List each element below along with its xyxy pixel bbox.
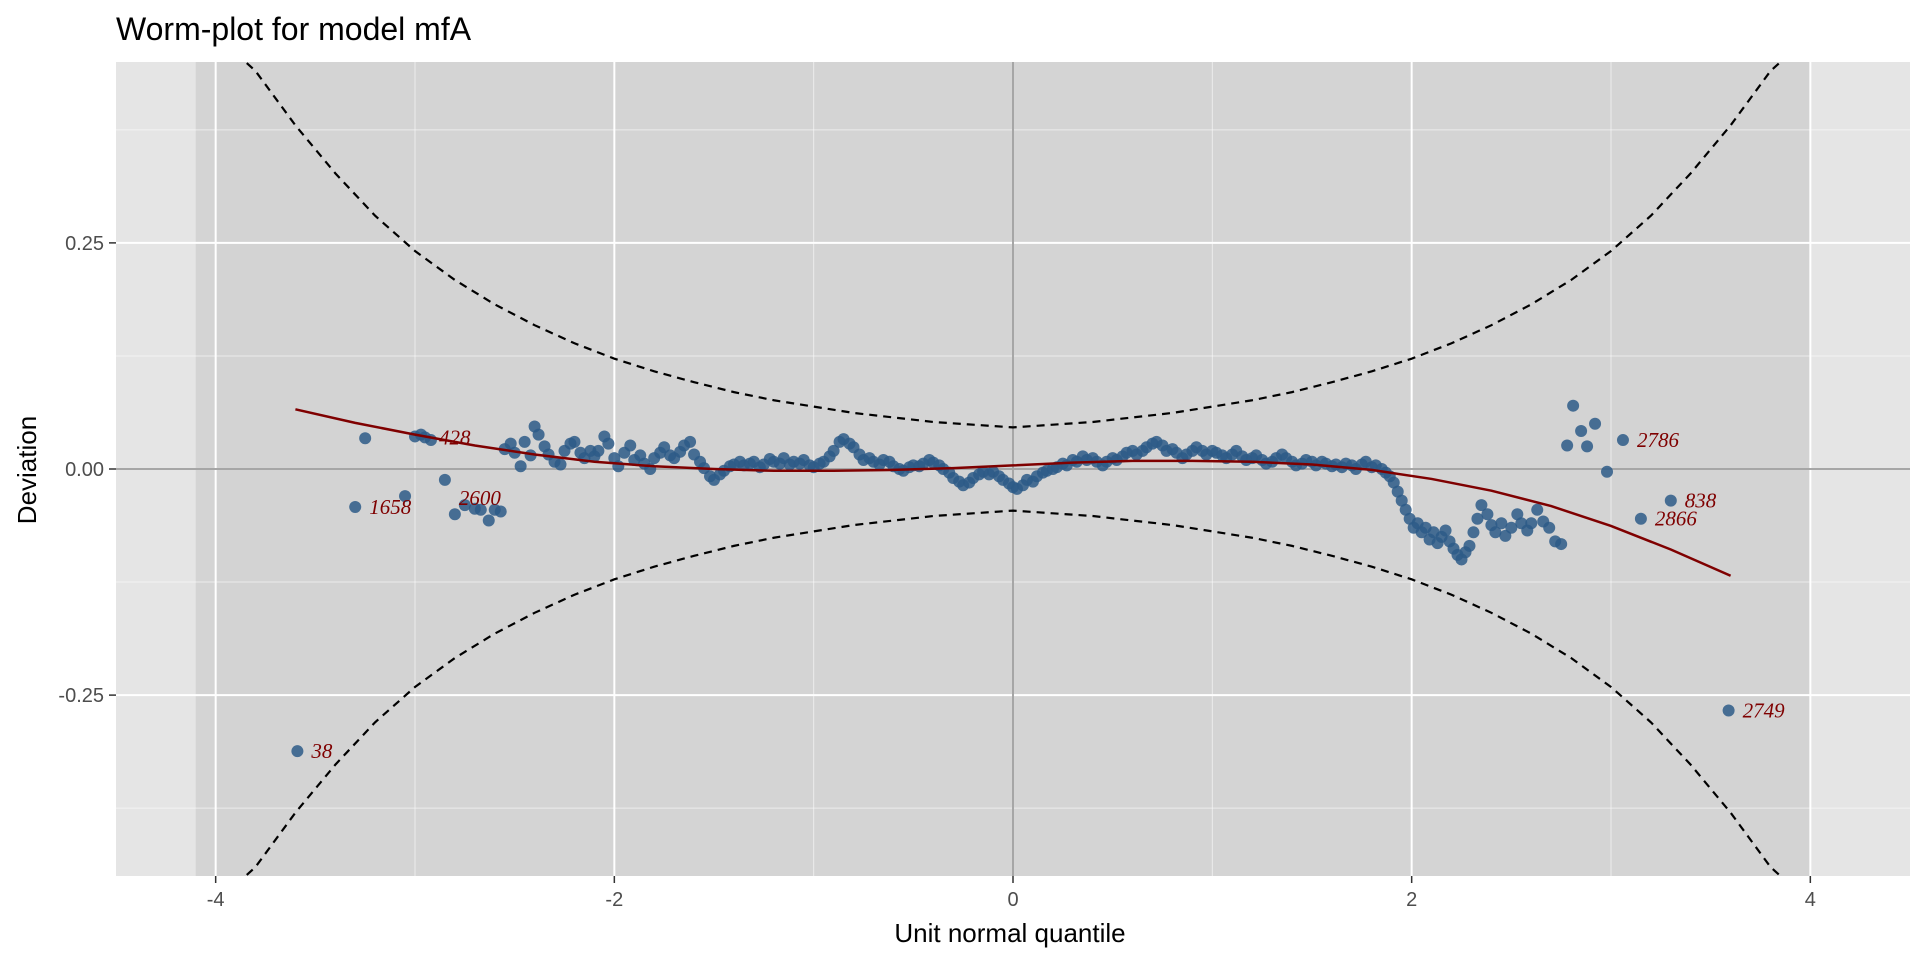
data-point	[514, 460, 527, 473]
data-point	[1475, 499, 1488, 512]
point-label: 2600	[459, 486, 502, 510]
fitted-curve	[295, 408, 1732, 577]
data-point	[1471, 512, 1484, 525]
data-point	[359, 432, 372, 445]
point-label: 428	[439, 425, 471, 449]
data-point	[1481, 508, 1494, 521]
data-point	[1601, 465, 1614, 478]
data-point	[554, 458, 567, 471]
data-point	[1561, 439, 1574, 452]
data-point	[624, 439, 637, 452]
data-point	[1399, 503, 1412, 516]
data-point	[291, 745, 304, 758]
y-axis: -0.25 0.00 0.25	[58, 233, 116, 707]
y-axis-label: Deviation	[12, 416, 42, 524]
data-point	[458, 499, 471, 512]
ci-lower-line	[243, 509, 1783, 876]
data-point	[1525, 517, 1538, 530]
data-point	[1581, 440, 1594, 453]
data-point	[568, 435, 581, 448]
y-tick-label: 0.00	[65, 459, 104, 481]
data-point	[349, 500, 362, 513]
data-point	[1567, 399, 1580, 412]
data-point	[1664, 494, 1677, 507]
x-tick-label: 0	[1007, 889, 1018, 911]
data-point	[602, 437, 615, 450]
data-point	[1439, 524, 1452, 537]
point-label: 38	[310, 739, 333, 763]
data-point	[1722, 704, 1735, 717]
data-point	[1395, 494, 1408, 507]
data-point	[399, 490, 412, 503]
data-point	[1511, 508, 1524, 521]
data-point	[1575, 425, 1588, 438]
data-point	[532, 428, 545, 441]
data-point	[1531, 503, 1544, 516]
data-point	[827, 444, 840, 457]
data-point	[1616, 434, 1629, 447]
x-tick-label: 2	[1406, 889, 1417, 911]
point-label: 2749	[1743, 698, 1786, 722]
x-axis-label: Unit normal quantile	[894, 918, 1125, 948]
data-point	[504, 437, 517, 450]
x-axis: -4 -2 0 2 4	[207, 876, 1816, 911]
y-tick-label: -0.25	[58, 685, 104, 707]
ci-upper-line	[243, 62, 1783, 429]
data-point	[1391, 485, 1404, 498]
data-point	[448, 508, 461, 521]
data-point	[482, 514, 495, 527]
point-label: 2866	[1655, 507, 1698, 531]
data-point	[474, 503, 487, 516]
data-point	[1489, 526, 1502, 539]
data-point	[1495, 517, 1508, 530]
data-point	[1505, 521, 1518, 534]
data-point	[494, 505, 507, 518]
x-tick-label: 4	[1805, 889, 1816, 911]
data-point	[1589, 417, 1602, 430]
point-label: 2786	[1637, 428, 1680, 452]
point-label: 838	[1685, 489, 1717, 513]
point-label: 1658	[369, 495, 412, 519]
data-point	[518, 435, 531, 448]
data-point	[684, 435, 697, 448]
data-point	[1387, 476, 1400, 489]
data-point	[1543, 521, 1556, 534]
y-tick-label: 0.25	[65, 233, 104, 255]
data-point	[438, 473, 451, 486]
data-point	[1555, 538, 1568, 551]
data-point	[592, 444, 605, 457]
chart-title: Worm-plot for model mfA	[116, 11, 472, 47]
data-point	[1467, 526, 1480, 539]
x-tick-label: -2	[605, 889, 623, 911]
x-tick-label: -4	[207, 889, 225, 911]
data-point	[1634, 512, 1647, 525]
data-point	[1463, 539, 1476, 552]
